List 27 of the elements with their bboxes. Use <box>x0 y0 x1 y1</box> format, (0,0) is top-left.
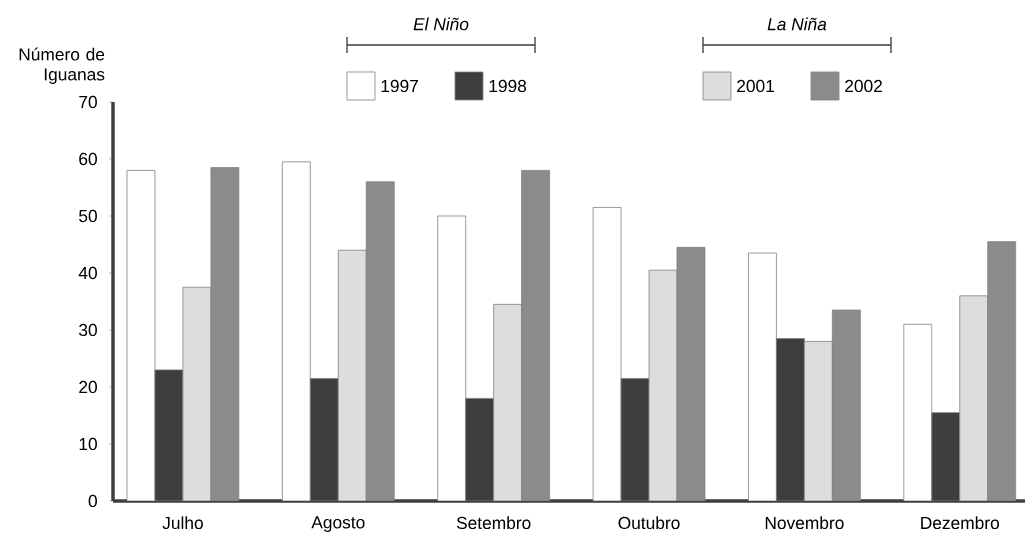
y-tick-label: 60 <box>79 152 97 166</box>
legend-label: 1997 <box>381 79 418 93</box>
y-tick-label: 70 <box>79 95 97 109</box>
legend-label: 1998 <box>489 79 527 93</box>
bar <box>831 309 861 501</box>
x-tick-label: Agosto <box>311 516 365 532</box>
y-tick-label: 30 <box>79 323 97 337</box>
legend-label: 2002 <box>845 79 882 93</box>
x-tick-label: Outubro <box>618 516 680 530</box>
bar <box>987 241 1017 501</box>
text: La Niña <box>767 17 827 31</box>
y-axis-title: Número de Iguanas <box>19 47 105 84</box>
y-tick-label: 20 <box>79 380 97 394</box>
x-tick-label: Novembro <box>765 516 844 530</box>
bar <box>210 167 240 501</box>
y-tick-label: 40 <box>78 266 97 280</box>
y-tick-label: 0 <box>88 494 97 508</box>
legend-label: 2001 <box>737 79 774 93</box>
text: El Niño <box>413 17 469 31</box>
bar <box>365 181 395 501</box>
x-tick-label: Setembro <box>456 516 531 530</box>
y-tick-label: 10 <box>79 437 97 451</box>
x-tick-label: Dezembro <box>921 516 999 530</box>
x-tick-label: Julho <box>162 516 203 530</box>
bar <box>676 246 706 501</box>
y-tick-label: 50 <box>79 209 97 223</box>
bar <box>521 169 550 501</box>
